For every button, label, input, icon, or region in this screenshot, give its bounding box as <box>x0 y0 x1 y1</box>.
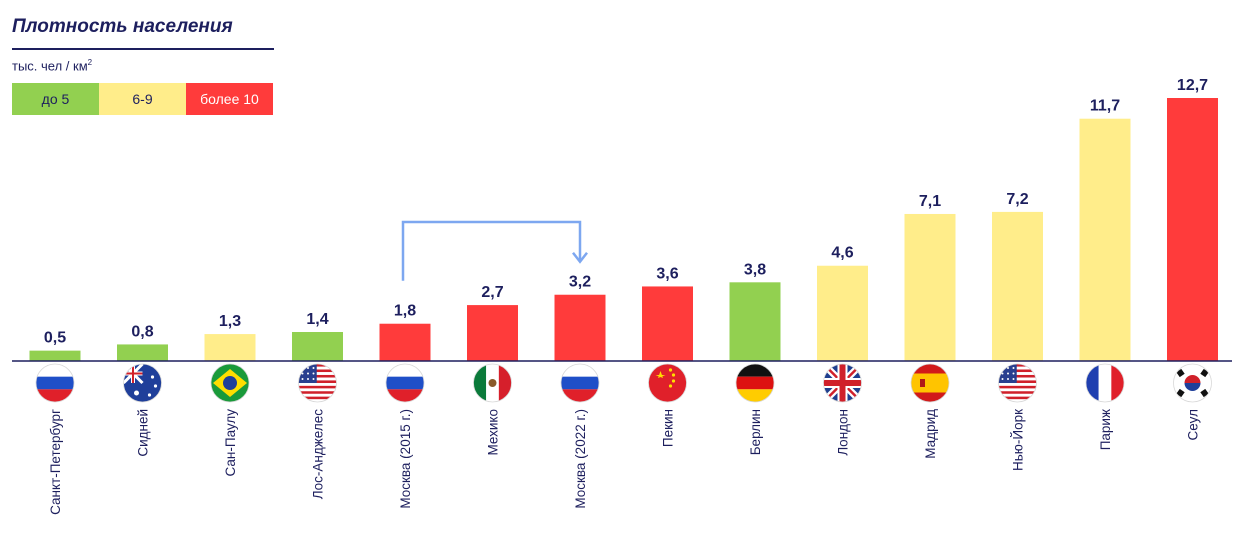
category-label: Пекин <box>661 409 676 447</box>
value-label: 2,7 <box>481 284 503 301</box>
bar <box>292 332 343 361</box>
bar <box>379 323 431 361</box>
russia-flag-icon <box>560 363 600 403</box>
bar <box>817 265 868 361</box>
russia-flag-icon <box>385 363 425 403</box>
bar <box>1079 118 1131 361</box>
category-label: Мадрид <box>923 409 938 459</box>
france-flag-icon <box>1085 363 1125 403</box>
legend-label: более 10 <box>200 91 259 107</box>
arrow-head <box>572 251 588 264</box>
value-label: 7,2 <box>1006 191 1028 208</box>
legend: до 5 6-9 более 10 <box>12 83 273 115</box>
bar <box>117 344 168 361</box>
title-underline <box>12 48 274 50</box>
australia-flag-icon <box>123 363 162 403</box>
value-label: 7,1 <box>919 193 941 210</box>
legend-label: до 5 <box>41 91 70 107</box>
bar <box>467 305 518 361</box>
category-label: Берлин <box>748 409 763 455</box>
bar <box>729 282 781 361</box>
legend-item-high: более 10 <box>186 83 273 115</box>
value-label: 3,2 <box>569 274 591 291</box>
category-label: Лондон <box>836 409 851 456</box>
category-label: Санкт-Петербург <box>48 409 63 515</box>
legend-item-mid: 6-9 <box>99 83 186 115</box>
value-label: 1,8 <box>394 303 416 320</box>
value-label: 11,7 <box>1090 98 1120 115</box>
category-label: Париж <box>1098 409 1113 450</box>
bar <box>204 334 256 361</box>
brazil-flag-icon <box>210 363 250 403</box>
legend-label: 6-9 <box>132 91 153 107</box>
legend-item-low: до 5 <box>12 83 99 115</box>
value-label: 4,6 <box>831 245 853 262</box>
south-korea-flag-icon <box>1173 363 1212 403</box>
unit-label: тыс. чел / км2 <box>12 58 92 73</box>
bar <box>642 286 693 361</box>
value-label: 3,6 <box>656 265 678 282</box>
category-label: Сидней <box>136 409 151 457</box>
category-label: Москва (2015 г.) <box>398 409 413 509</box>
bar <box>992 211 1043 361</box>
uk-flag-icon <box>823 363 862 403</box>
germany-flag-icon <box>735 363 775 403</box>
bar <box>1167 98 1218 361</box>
value-label: 0,5 <box>44 330 66 347</box>
value-label: 3,8 <box>744 261 766 278</box>
usa-flag-icon <box>298 363 337 403</box>
chart-title: Плотность населения <box>12 16 233 37</box>
category-label: Нью-Йорк <box>1011 409 1026 471</box>
unit-superscript: 2 <box>87 58 93 67</box>
bar <box>554 294 606 361</box>
category-label: Сан-Паулу <box>223 409 238 477</box>
bar <box>29 350 81 361</box>
comparison-arrow <box>401 220 582 281</box>
china-flag-icon <box>648 363 687 403</box>
spain-flag-icon <box>910 363 950 403</box>
russia-flag-icon <box>35 363 75 403</box>
usa-flag-icon <box>998 363 1037 403</box>
value-label: 12,7 <box>1177 77 1208 94</box>
mexico-flag-icon <box>473 363 512 403</box>
bar <box>904 213 956 361</box>
category-label: Мехико <box>486 409 501 455</box>
value-label: 1,4 <box>306 311 328 328</box>
category-label: Москва (2022 г.) <box>573 409 588 509</box>
value-label: 1,3 <box>219 313 241 330</box>
category-label: Лос-Анджелес <box>311 409 326 499</box>
category-label: Сеул <box>1186 409 1201 440</box>
value-label: 0,8 <box>131 323 153 340</box>
unit-text: тыс. чел / км <box>12 58 88 74</box>
